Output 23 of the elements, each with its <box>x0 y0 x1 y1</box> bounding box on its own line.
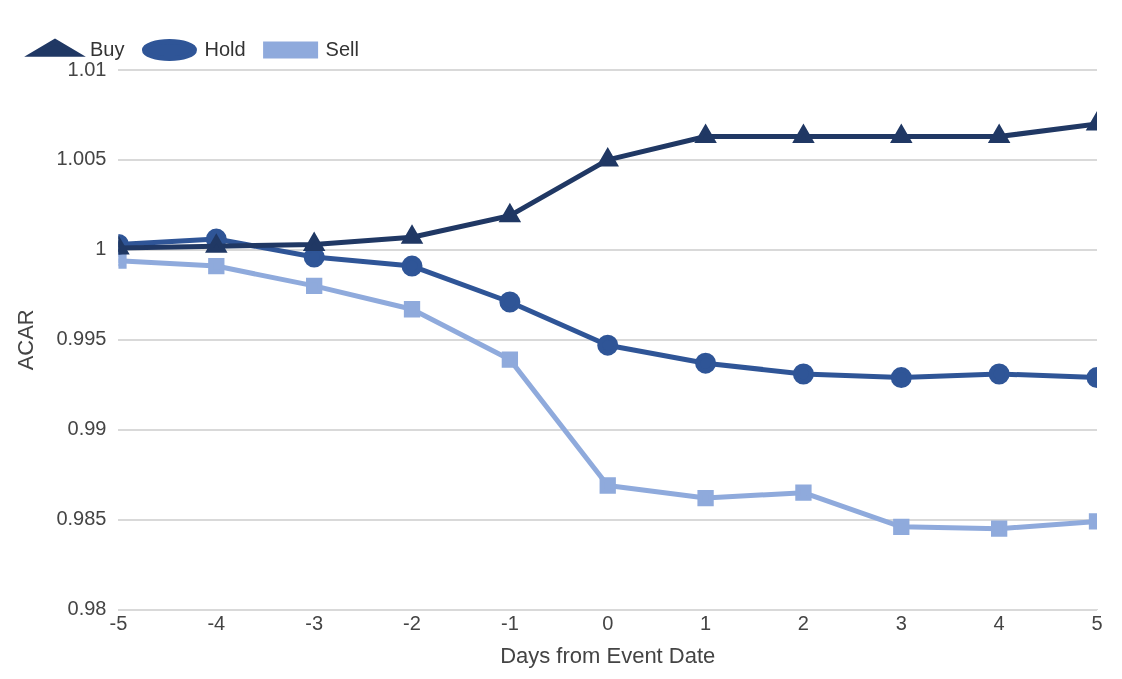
y-tick-label: 0.99 <box>67 417 107 440</box>
y-tick-label: 1.005 <box>56 147 107 170</box>
x-tick-label: -1 <box>500 612 519 635</box>
y-tick-label: 0.995 <box>56 327 107 350</box>
x-tick-label: 1 <box>700 612 712 635</box>
x-tick-label: 4 <box>993 612 1005 635</box>
x-tick-label: -5 <box>109 612 128 635</box>
x-tick-label: -2 <box>403 612 421 635</box>
x-tick-label: 5 <box>1091 612 1103 635</box>
x-tick-label: -3 <box>305 612 324 635</box>
x-tick-label: 2 <box>797 612 809 635</box>
x-axis-title: Days from Event Date <box>500 642 716 668</box>
x-tick-label: -4 <box>207 612 226 635</box>
y-tick-label: 1.01 <box>67 57 107 80</box>
legend-label: Hold <box>204 37 246 60</box>
legend-label: Buy <box>90 37 125 60</box>
x-tick-label: 0 <box>602 612 614 635</box>
legend-label: Sell <box>325 37 359 60</box>
y-tick-label: 1 <box>95 237 107 260</box>
y-tick-label: 0.98 <box>67 597 107 620</box>
x-tick-label: 3 <box>895 612 907 635</box>
y-tick-label: 0.985 <box>56 507 107 530</box>
y-axis-title: ACAR <box>13 309 39 371</box>
